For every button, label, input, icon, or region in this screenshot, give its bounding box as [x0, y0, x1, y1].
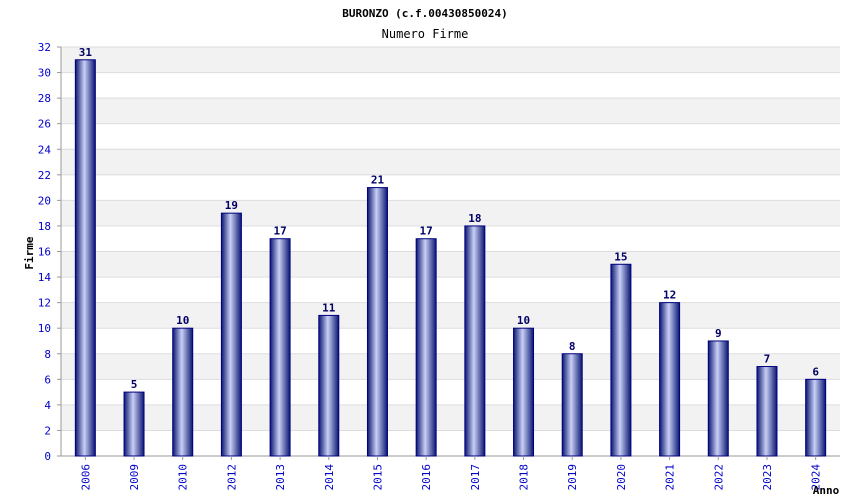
- bar-value-label: 6: [812, 365, 819, 378]
- x-tick-label: 2020: [615, 464, 628, 491]
- y-tick-label: 26: [38, 118, 51, 131]
- bar-value-label: 5: [131, 378, 138, 391]
- y-axis-label: Firme: [23, 236, 36, 269]
- x-tick-label: 2022: [712, 464, 725, 491]
- bar-value-label: 7: [764, 353, 771, 366]
- bar: [220, 212, 242, 457]
- y-tick-label: 4: [44, 399, 51, 412]
- chart-subtitle: Numero Firme: [382, 27, 469, 41]
- y-tick-label: 24: [38, 143, 52, 156]
- bar: [415, 238, 437, 457]
- bar: [366, 187, 388, 457]
- x-tick-label: 2015: [371, 464, 384, 491]
- bar: [464, 225, 486, 457]
- y-tick-label: 2: [44, 424, 51, 437]
- bar-value-label: 9: [715, 327, 722, 340]
- x-tick-label: 2018: [518, 464, 531, 491]
- bar-value-label: 10: [517, 314, 530, 327]
- bar: [610, 263, 632, 457]
- y-tick-label: 14: [38, 271, 52, 284]
- x-tick-label: 2024: [810, 464, 823, 491]
- bar: [318, 314, 340, 457]
- x-tick-label: 2012: [225, 464, 238, 491]
- bar: [172, 327, 194, 457]
- bar: [269, 238, 291, 457]
- y-tick-label: 20: [38, 194, 51, 207]
- x-tick-label: 2013: [274, 464, 287, 491]
- grid-band: [61, 47, 840, 73]
- grid-band: [61, 149, 840, 175]
- bar-value-label: 18: [468, 212, 481, 225]
- bar: [123, 391, 145, 457]
- bar-value-label: 21: [371, 174, 385, 187]
- x-tick-label: 2006: [79, 464, 92, 491]
- bar: [756, 366, 778, 457]
- bar-value-label: 15: [614, 250, 627, 263]
- y-tick-label: 22: [38, 169, 51, 182]
- x-tick-label: 2009: [128, 464, 141, 491]
- y-tick-label: 16: [38, 246, 51, 259]
- y-tick-label: 12: [38, 297, 51, 310]
- bar-value-label: 31: [79, 46, 93, 59]
- x-tick-label: 2021: [664, 464, 677, 491]
- grid-band: [61, 200, 840, 226]
- bar: [659, 302, 681, 457]
- x-tick-label: 2019: [566, 464, 579, 491]
- bar-value-label: 11: [322, 301, 336, 314]
- chart-title: BURONZO (c.f.00430850024): [342, 7, 508, 20]
- bar-value-label: 8: [569, 340, 576, 353]
- bar: [74, 59, 96, 457]
- y-tick-label: 10: [38, 322, 51, 335]
- bar-value-label: 17: [273, 225, 286, 238]
- x-axis-label: Anno: [813, 484, 840, 497]
- bar-value-label: 10: [176, 314, 189, 327]
- x-tick-label: 2014: [323, 464, 336, 491]
- bar-value-label: 17: [420, 225, 433, 238]
- bar: [561, 353, 583, 457]
- y-tick-label: 28: [38, 92, 51, 105]
- grid-band: [61, 98, 840, 124]
- bar-value-label: 12: [663, 289, 676, 302]
- bar: [513, 327, 535, 457]
- x-tick-label: 2017: [469, 464, 482, 491]
- y-tick-label: 32: [38, 41, 51, 54]
- x-tick-label: 2010: [177, 464, 190, 491]
- x-tick-label: 2016: [420, 464, 433, 491]
- grid-band: [61, 302, 840, 329]
- y-tick-label: 8: [44, 348, 51, 361]
- y-tick-label: 18: [38, 220, 51, 233]
- y-tick-label: 30: [38, 67, 51, 80]
- y-tick-label: 0: [44, 450, 51, 463]
- bar: [805, 378, 827, 457]
- bar: [707, 340, 729, 457]
- bar-value-label: 19: [225, 199, 238, 212]
- x-tick-label: 2023: [761, 464, 774, 491]
- grid-band: [61, 251, 840, 278]
- y-tick-label: 6: [44, 373, 51, 386]
